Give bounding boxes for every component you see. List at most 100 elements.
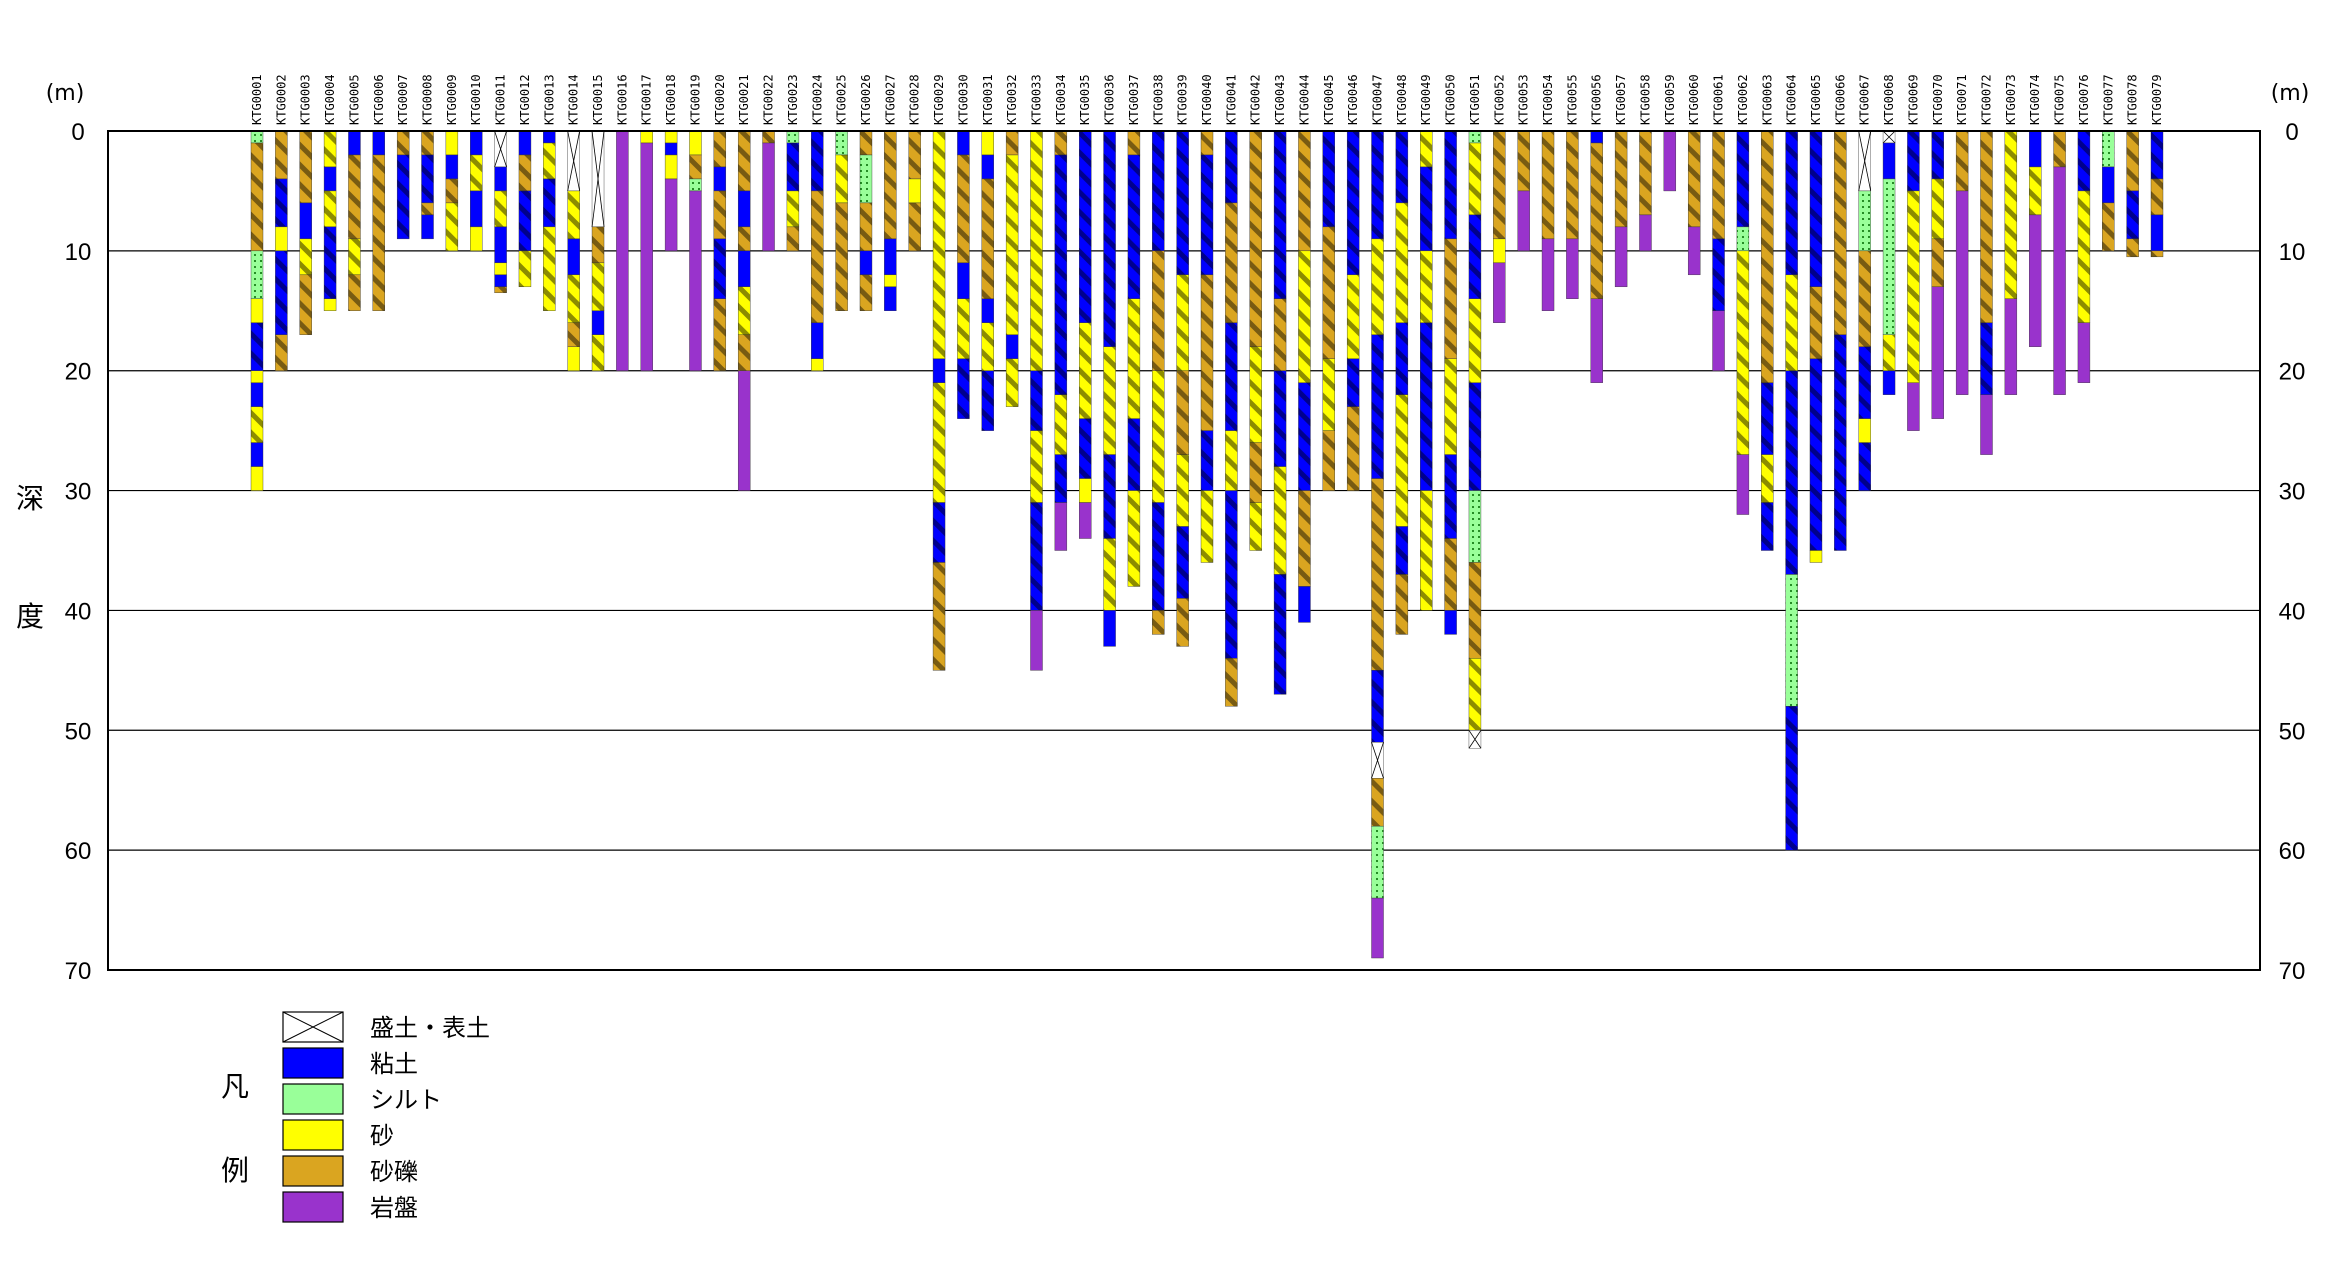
legend-label-rock: 岩盤 [370, 1194, 418, 1222]
boring-name: KTG0052 [1492, 74, 1506, 125]
boring-column [1395, 130, 1409, 635]
layer-hatch [1371, 131, 1384, 239]
layer-hatch [1127, 298, 1140, 419]
boring-column [1809, 130, 1823, 563]
layer-hatch [1249, 442, 1262, 503]
boring-column [1079, 130, 1092, 539]
boring-column [1687, 130, 1701, 276]
y-tick-left: 10 [65, 239, 92, 266]
boring-column [1127, 130, 1141, 587]
y-tick-right: 10 [2279, 239, 2306, 266]
layer-hatch [421, 154, 434, 203]
layer-hatch [1274, 466, 1287, 575]
boring-name: KTG0025 [835, 74, 849, 125]
boring-column [1420, 130, 1433, 611]
layer-rock [1907, 382, 1920, 431]
layer-rock [1639, 214, 1652, 252]
y-tick-left: 30 [65, 479, 92, 506]
boring-name: KTG0024 [810, 74, 824, 125]
layer-hatch [1079, 131, 1092, 323]
layer-hatch [348, 238, 361, 275]
boring-column [1761, 130, 1774, 551]
layer-hatch [1712, 238, 1725, 311]
layer-dots [1785, 574, 1798, 707]
legend-swatch-sand [282, 1119, 344, 1151]
layer-clay [518, 130, 532, 156]
layer-hatch [713, 298, 726, 371]
layer-sand [1079, 478, 1092, 503]
layer-rock [1566, 238, 1579, 299]
layer-hatch [1980, 322, 1993, 395]
layer-hatch [251, 322, 263, 371]
boring-column [859, 130, 873, 311]
layer-hatch [1517, 131, 1530, 191]
layer-hatch [1176, 274, 1189, 371]
layer-hatch [713, 131, 726, 167]
layer-hatch [1201, 430, 1213, 491]
layer-hatch [1079, 418, 1092, 479]
boring-column [1176, 130, 1189, 647]
layer-hatch [275, 178, 288, 227]
layer-hatch [1322, 358, 1335, 431]
layer-hatch [1152, 610, 1165, 635]
boring-name: KTG0054 [1541, 74, 1555, 125]
layer-clay [2102, 166, 2115, 204]
layer-hatch [1468, 562, 1481, 659]
layer-clay [470, 190, 483, 228]
layer-rock [1614, 226, 1628, 288]
layer-hatch [2126, 238, 2139, 257]
layer-hatch [1176, 526, 1189, 599]
layer-hatch [2077, 190, 2090, 323]
boring-column [2053, 130, 2066, 395]
layer-hatch [1444, 538, 1457, 611]
boring-name: KTG0019 [688, 74, 702, 125]
layer-hatch [1395, 526, 1408, 575]
boring-column [1614, 130, 1628, 288]
boring-column [1785, 130, 1798, 851]
y-tick-left: 70 [65, 958, 92, 985]
layer-rock [1590, 298, 1603, 383]
boring-name: KTG0066 [1833, 74, 1847, 125]
layer-clay [494, 274, 507, 288]
layer-hatch [1152, 131, 1165, 251]
layer-rock [1712, 310, 1725, 371]
layer-hatch [421, 202, 434, 215]
layer-hatch [1201, 274, 1213, 431]
boring-column [421, 130, 434, 240]
layer-clay [567, 238, 580, 276]
boring-column [786, 130, 800, 252]
layer-hatch [543, 142, 556, 179]
layer-hatch [1371, 778, 1384, 827]
layer-clay [737, 190, 751, 228]
plot-frame [107, 130, 2261, 971]
layer-sand [250, 370, 264, 383]
boring-column [275, 130, 288, 371]
layer-rock [2077, 322, 2091, 383]
layer-hatch [1274, 131, 1287, 299]
layer-clay [1882, 142, 1896, 180]
boring-name: KTG0055 [1565, 74, 1579, 125]
layer-hatch [908, 131, 921, 179]
layer-hatch [1907, 131, 1920, 191]
boring-name: KTG0046 [1346, 74, 1360, 125]
layer-hatch [1322, 131, 1335, 227]
layer-hatch [1103, 346, 1116, 455]
legend-label-fill: 盛土・表土 [370, 1014, 490, 1042]
layer-hatch [1152, 370, 1165, 503]
layer-sand [323, 298, 337, 311]
boring-name: KTG0040 [1200, 74, 1214, 125]
layer-hatch [1225, 202, 1238, 323]
boring-column [1907, 130, 1920, 431]
layer-dots [786, 131, 799, 143]
boring-column [1931, 130, 1944, 419]
boring-column [567, 130, 581, 371]
layer-hatch [2077, 131, 2090, 191]
layer-hatch [1274, 370, 1287, 467]
layer-hatch [518, 154, 531, 191]
boring-name: KTG0079 [2150, 74, 2164, 125]
layer-clay [859, 250, 873, 276]
layer-hatch [1152, 502, 1165, 611]
boring-column [811, 130, 824, 371]
boring-name: KTG0014 [567, 74, 581, 125]
